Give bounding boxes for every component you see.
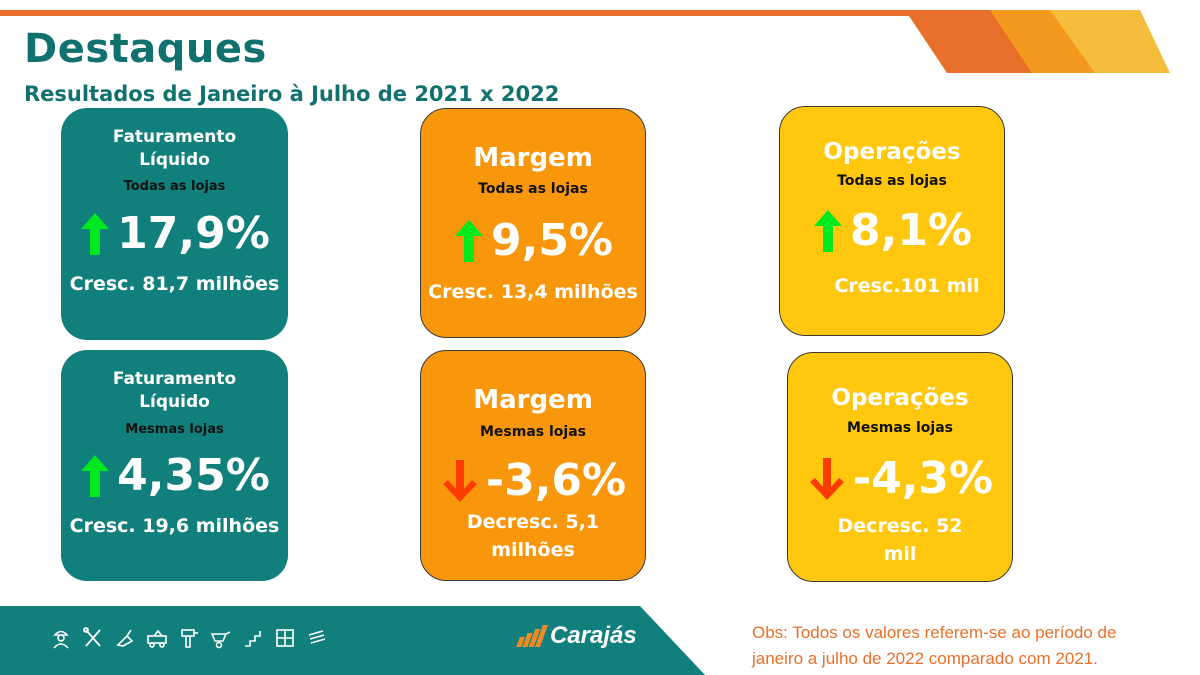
brand-logo: Carajás <box>516 622 637 650</box>
card-scope: Mesmas lojas <box>480 424 586 440</box>
arrow-down-icon <box>440 458 480 504</box>
card-title: Operações <box>831 385 969 411</box>
card-detail: Cresc.101 mil <box>834 275 980 297</box>
card-scope: Todas as lojas <box>837 173 947 189</box>
card-detail: Cresc. 81,7 milhões <box>69 273 280 295</box>
tools-icon <box>82 626 104 650</box>
card-value-row: 9,5% <box>421 215 645 266</box>
card-detail: Cresc. 13,4 milhões <box>428 281 638 303</box>
card-detail-line1: Decresc. 5,1 <box>466 511 600 533</box>
card-detail-line2: milhões <box>491 538 575 561</box>
card-value-row: 4,35% <box>61 450 288 501</box>
wheelbarrow-icon <box>210 626 232 650</box>
stairs-icon <box>242 626 264 650</box>
card-value: 17,9% <box>117 208 270 259</box>
tool-icon-strip <box>50 626 328 650</box>
brand-mark-icon <box>516 625 549 647</box>
page-subtitle: Resultados de Janeiro à Julho de 2021 x … <box>24 82 560 106</box>
drill-icon <box>178 626 200 650</box>
card-title: Margem <box>473 143 593 173</box>
card-scope: Todas as lojas <box>478 181 588 197</box>
card-value: 8,1% <box>849 205 973 256</box>
card-scope: Mesmas lojas <box>125 422 224 437</box>
card-value-row: 17,9% <box>61 208 288 259</box>
card-value: -4,3% <box>852 453 994 504</box>
card-title-line1: Faturamento <box>112 127 237 147</box>
footnote: Obs: Todos os valores referem-se ao perí… <box>752 620 1192 671</box>
footnote-line1: Obs: Todos os valores referem-se ao perí… <box>752 623 1117 642</box>
card-value: 9,5% <box>490 215 614 266</box>
footer-band <box>0 606 705 675</box>
card-detail-line2: mil <box>883 542 917 565</box>
card-margem-mesmas-lojas: Margem Mesmas lojas -3,6% Decresc. 5,1 m… <box>420 350 646 581</box>
card-title: Margem <box>473 385 593 415</box>
page-title: Destaques <box>24 26 267 72</box>
worker-icon <box>50 626 72 650</box>
card-value: -3,6% <box>485 455 627 506</box>
card-title-line2: Líquido <box>139 391 210 412</box>
card-value-row: -4,3% <box>788 453 1012 504</box>
card-value-row: -3,6% <box>421 455 645 506</box>
footnote-line2: janeiro a julho de 2022 comparado com 20… <box>752 648 1098 668</box>
arrow-up-icon <box>79 211 111 257</box>
trowel-icon <box>114 626 136 650</box>
card-title: Operações <box>823 139 961 165</box>
card-title-line1: Faturamento <box>112 369 237 389</box>
card-operacoes-todas-lojas: Operações Todas as lojas 8,1% Cresc.101 … <box>779 106 1005 336</box>
arrow-up-icon <box>453 218 485 264</box>
card-scope: Mesmas lojas <box>847 420 953 436</box>
tow-truck-icon <box>146 626 168 650</box>
tiles-icon <box>274 626 296 650</box>
card-value-row: 8,1% <box>780 205 1004 256</box>
card-detail-line1: Decresc. 52 <box>837 515 963 537</box>
card-operacoes-mesmas-lojas: Operações Mesmas lojas -4,3% Decresc. 52… <box>787 352 1013 582</box>
arrow-down-icon <box>807 456 847 502</box>
arrow-up-icon <box>79 453 111 499</box>
card-detail: Cresc. 19,6 milhões <box>69 515 280 537</box>
top-accent-line <box>0 10 1000 16</box>
card-margem-todas-lojas: Margem Todas as lojas 9,5% Cresc. 13,4 m… <box>420 108 646 338</box>
card-scope: Todas as lojas <box>123 179 226 194</box>
card-title-line2: Líquido <box>139 149 210 170</box>
arrow-up-icon <box>812 208 844 254</box>
brand-name: Carajás <box>550 622 637 649</box>
card-faturamento-mesmas-lojas: Faturamento Líquido Mesmas lojas 4,35% C… <box>61 350 288 581</box>
lumber-icon <box>306 626 328 650</box>
card-value: 4,35% <box>117 450 270 501</box>
card-faturamento-todas-lojas: Faturamento Líquido Todas as lojas 17,9%… <box>61 108 288 340</box>
